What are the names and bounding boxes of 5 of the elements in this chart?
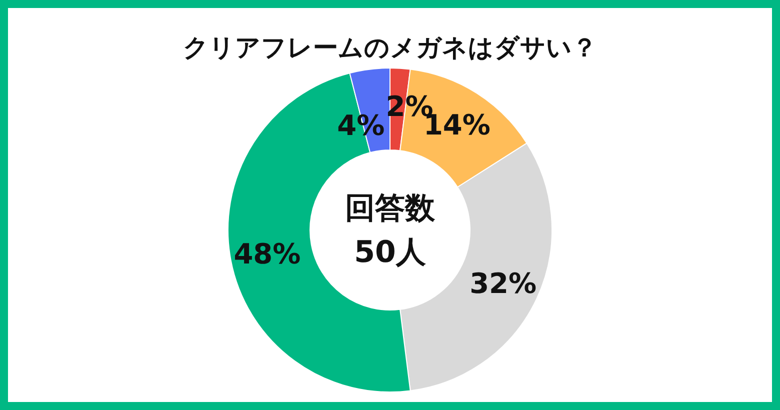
data-label: 48% [234, 237, 301, 270]
text: 50人 [354, 235, 427, 270]
text: 回答数 [345, 191, 436, 226]
chart-title: クリアフレームのメガネはダサい？ [183, 33, 597, 62]
data-label: 32% [470, 267, 537, 300]
